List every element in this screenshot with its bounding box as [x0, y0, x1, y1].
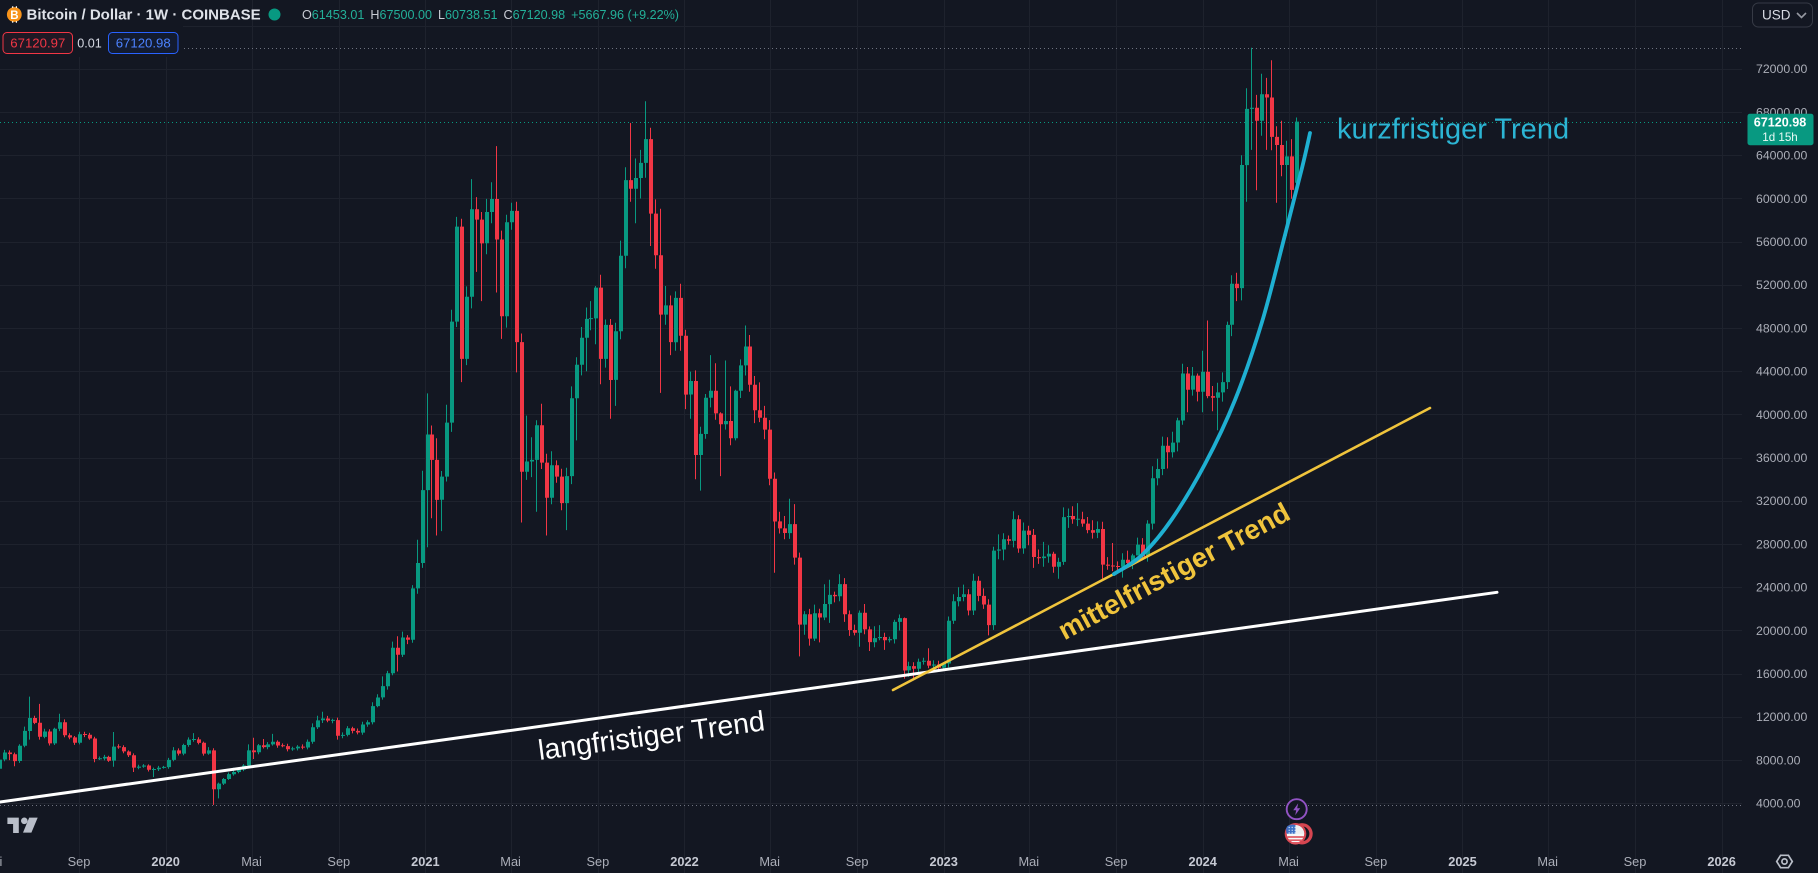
- svg-text:20000.00: 20000.00: [1756, 624, 1807, 638]
- svg-text:64000.00: 64000.00: [1756, 149, 1807, 163]
- svg-text:Sep: Sep: [1624, 854, 1647, 869]
- svg-text:67120.98: 67120.98: [1754, 115, 1807, 129]
- svg-text:1d 15h: 1d 15h: [1762, 131, 1797, 144]
- svg-text:16000.00: 16000.00: [1756, 667, 1807, 681]
- svg-text:67120.98: 67120.98: [116, 36, 171, 51]
- svg-text:Sep: Sep: [1105, 854, 1128, 869]
- svg-text:Sep: Sep: [587, 854, 610, 869]
- svg-text:40000.00: 40000.00: [1756, 408, 1807, 422]
- svg-text:56000.00: 56000.00: [1756, 235, 1807, 249]
- svg-text:72000.00: 72000.00: [1756, 62, 1807, 76]
- svg-text:48000.00: 48000.00: [1756, 321, 1807, 335]
- svg-text:Mai: Mai: [1018, 854, 1039, 869]
- svg-text:Sep: Sep: [1365, 854, 1388, 869]
- svg-text:4000.00: 4000.00: [1756, 797, 1801, 811]
- svg-text:2026: 2026: [1707, 854, 1735, 869]
- svg-text:52000.00: 52000.00: [1756, 278, 1807, 292]
- svg-text:28000.00: 28000.00: [1756, 537, 1807, 551]
- svg-text:Mai: Mai: [1537, 854, 1558, 869]
- svg-text:Mai: Mai: [1278, 854, 1299, 869]
- svg-text:Mai: Mai: [241, 854, 262, 869]
- svg-text:2020: 2020: [151, 854, 179, 869]
- svg-text:2021: 2021: [411, 854, 439, 869]
- svg-text:2025: 2025: [1448, 854, 1476, 869]
- svg-text:Sep: Sep: [327, 854, 350, 869]
- svg-text:12000.00: 12000.00: [1756, 710, 1807, 724]
- svg-text:kurzfristiger Trend: kurzfristiger Trend: [1337, 114, 1569, 146]
- svg-text:67120.97: 67120.97: [10, 36, 65, 51]
- svg-text:0.01: 0.01: [77, 37, 102, 51]
- svg-text:2023: 2023: [929, 854, 957, 869]
- svg-text:36000.00: 36000.00: [1756, 451, 1807, 465]
- svg-text:Sep: Sep: [68, 854, 91, 869]
- svg-text:Mai: Mai: [759, 854, 780, 869]
- svg-text:2024: 2024: [1188, 854, 1217, 869]
- svg-text:2022: 2022: [670, 854, 698, 869]
- svg-text:44000.00: 44000.00: [1756, 365, 1807, 379]
- svg-text:32000.00: 32000.00: [1756, 494, 1807, 508]
- svg-text:Bitcoin / Dollar · 1W · COINBA: Bitcoin / Dollar · 1W · COINBASE: [27, 6, 261, 23]
- svg-text:Mai: Mai: [500, 854, 521, 869]
- svg-text:Mai: Mai: [0, 854, 2, 869]
- svg-text:Sep: Sep: [846, 854, 869, 869]
- svg-text:USD: USD: [1762, 8, 1791, 23]
- svg-text:B: B: [10, 10, 18, 22]
- svg-text:60000.00: 60000.00: [1756, 192, 1807, 206]
- svg-text:8000.00: 8000.00: [1756, 753, 1801, 767]
- svg-text:24000.00: 24000.00: [1756, 581, 1807, 595]
